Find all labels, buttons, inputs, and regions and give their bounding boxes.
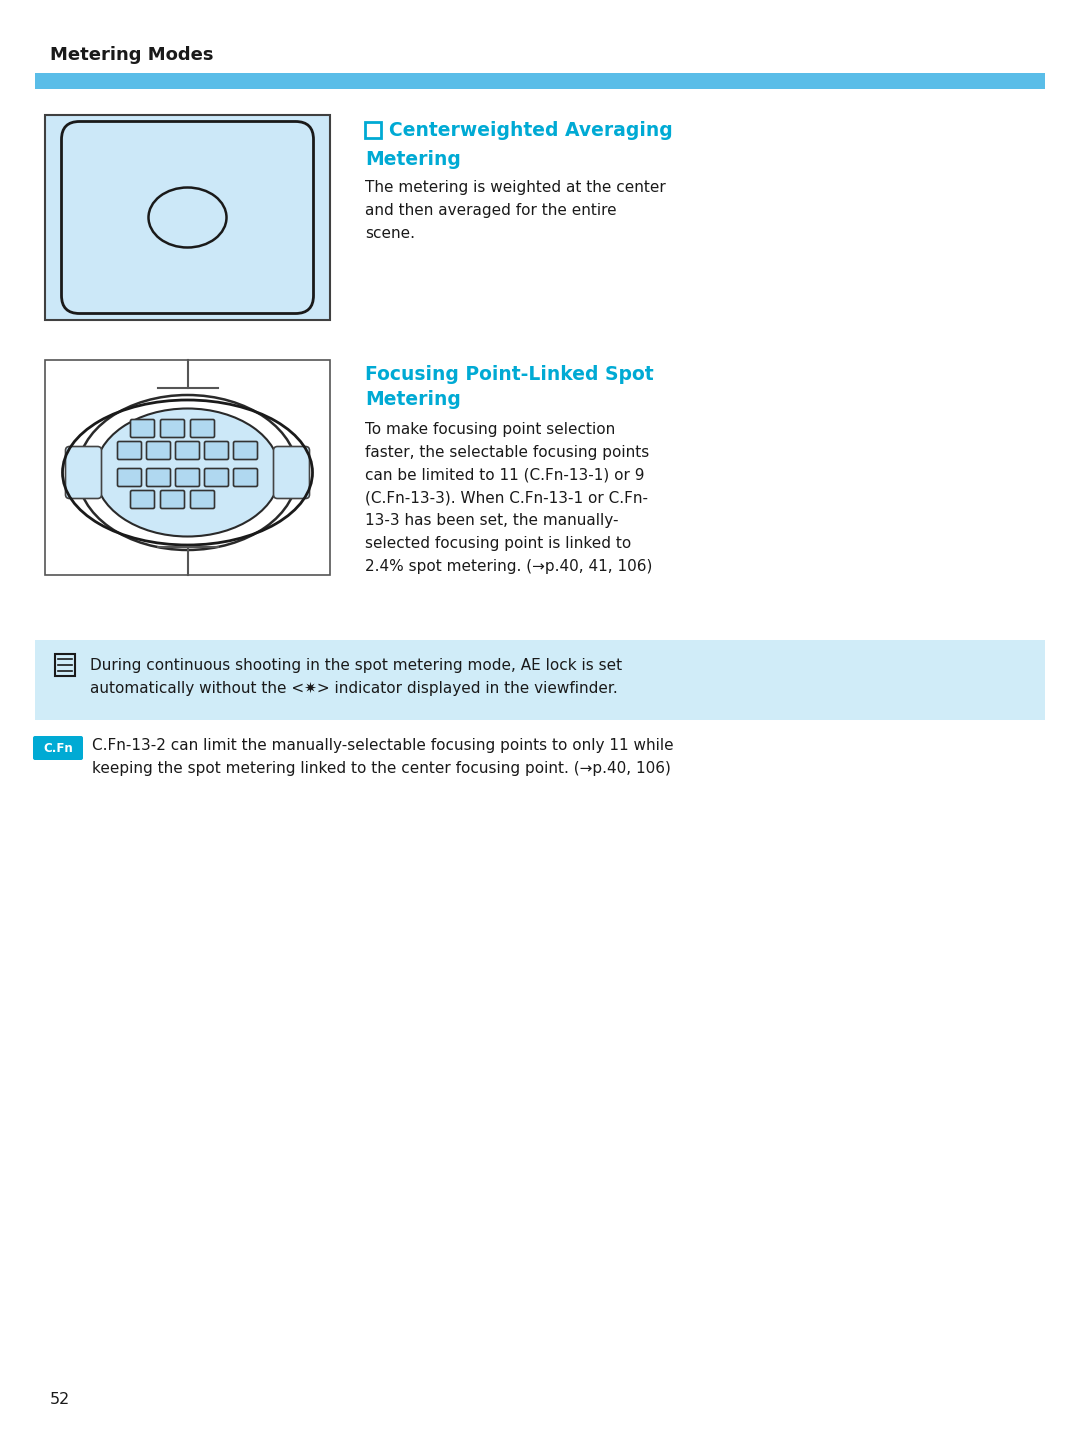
FancyBboxPatch shape — [131, 419, 154, 438]
FancyBboxPatch shape — [190, 419, 215, 438]
Text: 52: 52 — [50, 1392, 70, 1407]
FancyBboxPatch shape — [233, 442, 257, 459]
Text: Metering: Metering — [365, 390, 461, 409]
Bar — [365, 122, 381, 138]
Bar — [45, 115, 330, 320]
FancyBboxPatch shape — [233, 468, 257, 487]
FancyBboxPatch shape — [175, 468, 200, 487]
Ellipse shape — [95, 409, 280, 537]
FancyBboxPatch shape — [147, 442, 171, 459]
Text: C.Fn: C.Fn — [43, 742, 72, 755]
FancyBboxPatch shape — [66, 446, 102, 498]
FancyBboxPatch shape — [190, 491, 215, 508]
FancyBboxPatch shape — [204, 468, 229, 487]
Text: C.Fn-13-2 can limit the manually-selectable focusing points to only 11 while
kee: C.Fn-13-2 can limit the manually-selecta… — [92, 737, 674, 776]
FancyBboxPatch shape — [161, 491, 185, 508]
FancyBboxPatch shape — [161, 419, 185, 438]
Text: Metering Modes: Metering Modes — [50, 46, 214, 63]
FancyBboxPatch shape — [118, 442, 141, 459]
Text: The metering is weighted at the center
and then averaged for the entire
scene.: The metering is weighted at the center a… — [365, 180, 665, 240]
Text: To make focusing point selection
faster, the selectable focusing points
can be l: To make focusing point selection faster,… — [365, 422, 652, 573]
Bar — [55, 654, 75, 675]
FancyBboxPatch shape — [131, 491, 154, 508]
FancyBboxPatch shape — [33, 736, 83, 760]
Text: Metering: Metering — [365, 150, 461, 168]
Text: Focusing Point-Linked Spot: Focusing Point-Linked Spot — [365, 364, 653, 384]
FancyBboxPatch shape — [147, 468, 171, 487]
Bar — [45, 360, 330, 575]
FancyBboxPatch shape — [175, 442, 200, 459]
Bar — [35, 639, 1045, 720]
Bar — [35, 73, 1045, 89]
FancyBboxPatch shape — [273, 446, 310, 498]
FancyBboxPatch shape — [204, 442, 229, 459]
Text: During continuous shooting in the spot metering mode, AE lock is set
automatical: During continuous shooting in the spot m… — [90, 658, 622, 696]
FancyBboxPatch shape — [118, 468, 141, 487]
Text: Centerweighted Averaging: Centerweighted Averaging — [389, 121, 673, 140]
